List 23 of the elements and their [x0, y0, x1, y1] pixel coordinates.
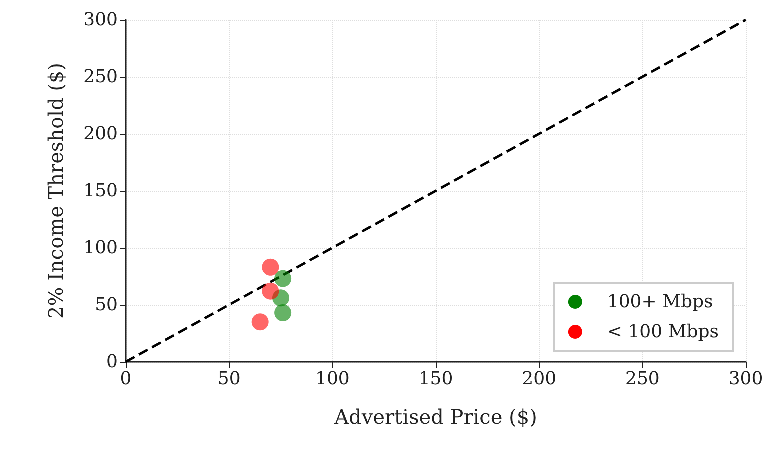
- x-tick-label: 100: [315, 368, 350, 390]
- y-tick-label: 150: [84, 180, 118, 202]
- point: [274, 270, 292, 288]
- x-axis-title: Advertised Price ($): [334, 405, 538, 429]
- x-tick-label: 0: [120, 368, 132, 390]
- x-tick-label: 200: [522, 368, 557, 390]
- legend-label: < 100 Mbps: [607, 322, 720, 342]
- y-axis-title: 2% Income Threshold ($): [44, 63, 68, 319]
- x-tick-label: 300: [728, 368, 764, 390]
- x-tick-label: 50: [218, 368, 241, 390]
- y-tick-label: 50: [95, 294, 118, 316]
- y-tick-label: 100: [84, 238, 118, 258]
- legend-label: 100+ Mbps: [607, 292, 714, 312]
- point: [252, 314, 269, 331]
- point: [262, 282, 280, 300]
- point: [274, 304, 292, 322]
- y-tick-label: 200: [84, 124, 118, 144]
- point: [262, 258, 280, 276]
- x-tick-label: 150: [418, 368, 454, 390]
- y-tick-label: 0: [106, 352, 118, 372]
- y-tick-label: 250: [84, 66, 118, 88]
- y-tick-label: 300: [84, 10, 118, 30]
- x-tick-label: 250: [625, 368, 660, 390]
